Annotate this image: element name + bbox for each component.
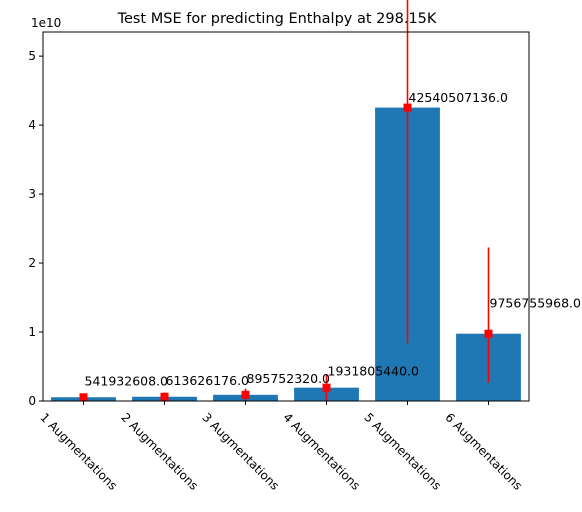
data-label: 42540507136.0 <box>409 90 508 105</box>
y-offset-label: 1e10 <box>31 16 61 30</box>
chart-title: Test MSE for predicting Enthalpy at 298.… <box>117 11 437 27</box>
x-tick-label: 5 Augmentations <box>361 410 444 493</box>
x-tick-label: 2 Augmentations <box>118 410 201 493</box>
mean-marker <box>241 390 250 399</box>
y-tick-label: 5 <box>28 49 36 63</box>
data-label: 1931805440.0 <box>328 364 420 379</box>
mean-marker <box>403 103 412 112</box>
data-label: 895752320.0 <box>247 371 331 386</box>
y-tick-label: 1 <box>28 325 36 339</box>
y-tick-label: 3 <box>28 187 36 201</box>
y-tick-label: 0 <box>28 394 36 408</box>
x-tick-label: 3 Augmentations <box>199 410 282 493</box>
y-tick-label: 4 <box>28 118 36 132</box>
plot-frame <box>42 31 530 402</box>
x-tick-label: 4 Augmentations <box>280 410 363 493</box>
mean-marker <box>79 393 88 402</box>
x-tick-label: 6 Augmentations <box>442 410 525 493</box>
y-tick-label: 2 <box>28 256 36 270</box>
data-label: 9756755968.0 <box>490 295 582 310</box>
mean-marker <box>484 329 493 338</box>
mean-marker <box>160 392 169 401</box>
mean-marker <box>322 383 331 392</box>
data-label: 541932608.0 <box>85 373 169 388</box>
data-label: 613626176.0 <box>166 373 250 388</box>
x-tick-label: 1 Augmentations <box>37 410 120 493</box>
